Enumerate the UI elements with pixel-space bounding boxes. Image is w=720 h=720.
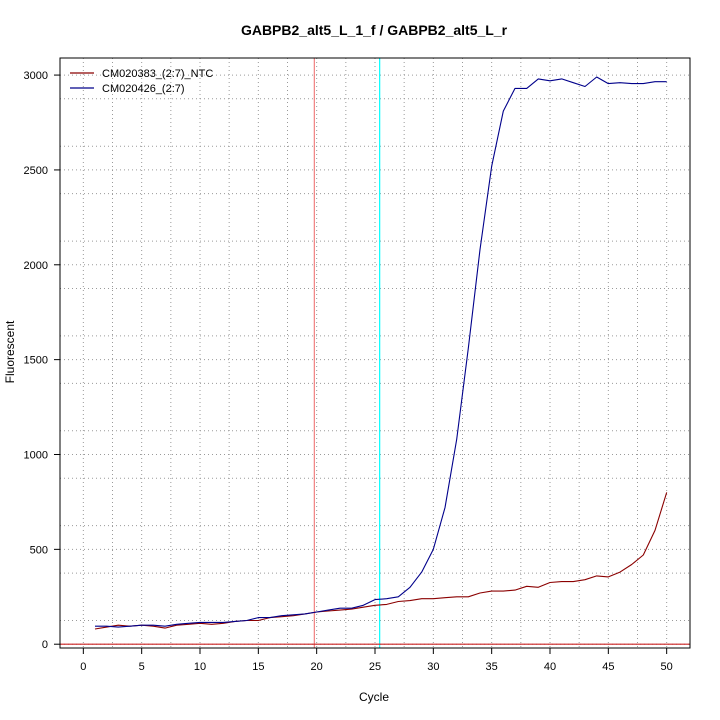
x-tick-label: 25 xyxy=(369,661,381,673)
legend-label: CM020383_(2:7)_NTC xyxy=(102,68,213,80)
x-tick-label: 5 xyxy=(139,661,145,673)
series-line-1 xyxy=(94,492,668,630)
x-tick-label: 15 xyxy=(252,661,264,673)
legend-label: CM020426_(2:7) xyxy=(102,83,185,95)
y-tick-label: 2500 xyxy=(24,165,48,177)
y-tick-label: 3000 xyxy=(24,70,48,82)
x-axis-label: Cycle xyxy=(359,690,389,704)
y-tick-label: 1000 xyxy=(24,449,48,461)
y-tick-label: 2000 xyxy=(24,260,48,272)
y-tick-label: 1500 xyxy=(24,355,48,367)
x-tick-label: 10 xyxy=(194,661,206,673)
x-tick-label: 45 xyxy=(602,661,614,673)
series-lines xyxy=(94,76,668,630)
y-tick-label: 500 xyxy=(30,544,48,556)
chart-title: GABPB2_alt5_L_1_f / GABPB2_alt5_L_r xyxy=(241,22,508,38)
y-axis-label: Fluorescent xyxy=(3,320,17,383)
reference-lines xyxy=(60,58,690,648)
x-axis-ticks: 0 5 10 15 20 25 30 35 40 45 50 xyxy=(80,648,673,673)
x-tick-label: 20 xyxy=(311,661,323,673)
grid-lines xyxy=(60,58,690,648)
series-line-2 xyxy=(95,76,667,628)
y-axis-ticks: 0 500 1000 1500 2000 2500 3000 xyxy=(24,70,60,651)
x-tick-label: 40 xyxy=(544,661,556,673)
x-tick-label: 0 xyxy=(80,661,86,673)
x-tick-label: 35 xyxy=(486,661,498,673)
x-tick-label: 50 xyxy=(661,661,673,673)
x-tick-label: 30 xyxy=(427,661,439,673)
y-tick-label: 0 xyxy=(42,639,48,651)
legend: CM020383_(2:7)_NTC CM020426_(2:7) xyxy=(70,68,213,95)
